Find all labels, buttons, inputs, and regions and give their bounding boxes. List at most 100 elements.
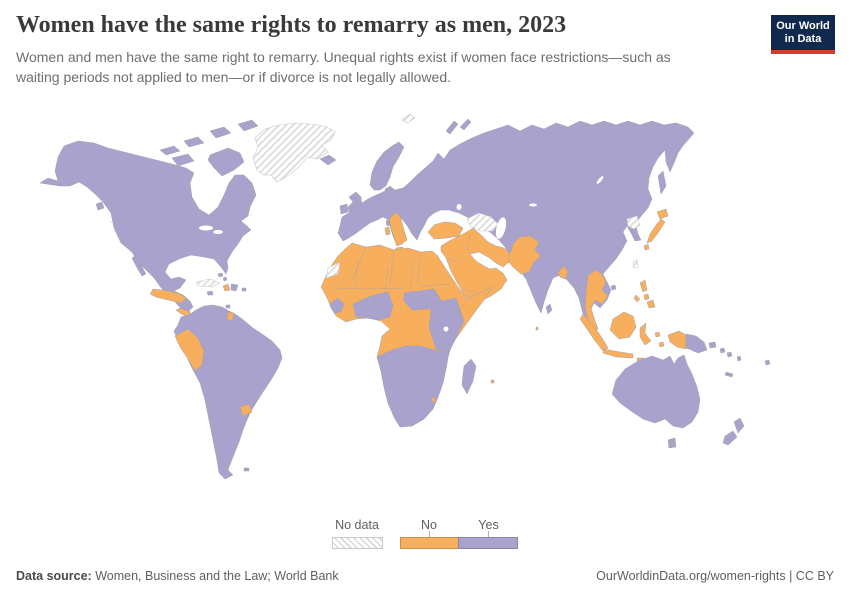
legend-no-label: No (421, 518, 437, 532)
map-region-cuba[interactable] (195, 278, 221, 288)
map-border-africa (416, 251, 422, 287)
map-region-bahamas[interactable] (217, 272, 224, 278)
map-region-sri-lanka[interactable] (545, 303, 553, 315)
legend-no-swatch[interactable] (400, 537, 459, 549)
map-region-maldives[interactable] (535, 326, 539, 331)
map-border-europe (349, 211, 363, 216)
map-region-solomon-islands[interactable] (719, 347, 726, 354)
map-region-baja-california[interactable] (131, 255, 147, 277)
map-region-liberia-sierra-leone[interactable] (329, 297, 345, 314)
map-region-philippines[interactable] (646, 299, 656, 309)
map-region-trinidad[interactable] (225, 304, 231, 309)
map-region-north-america[interactable] (39, 140, 257, 318)
map-region-new-zealand-south[interactable] (722, 430, 738, 446)
legend-yes-swatch[interactable] (458, 537, 518, 549)
map-region-bangladesh[interactable] (557, 265, 569, 280)
map-legend: No data No Yes (0, 518, 850, 554)
map-region-bahamas[interactable] (222, 276, 228, 282)
map-region-philippines[interactable] (633, 294, 641, 303)
footer-link[interactable]: OurWorldinData.org/women-rights | CC BY (596, 569, 834, 583)
map-border-west-africa (363, 299, 367, 318)
map-border-africa (409, 261, 414, 294)
owid-logo[interactable]: Our World in Data (771, 15, 835, 54)
map-region-arctic-island[interactable] (209, 126, 232, 139)
map-region-corsica[interactable] (385, 219, 391, 227)
map-region-scandinavia[interactable] (369, 141, 405, 191)
map-region-guatemala-honduras[interactable] (149, 288, 187, 304)
map-region-western-sahara[interactable] (325, 261, 341, 279)
map-border-us-canada (109, 221, 233, 231)
map-region-new-britain[interactable] (708, 341, 717, 349)
map-region-madagascar[interactable] (461, 358, 477, 395)
page-subtitle: Women and men have the same right to rem… (16, 48, 671, 85)
map-region-java[interactable] (602, 348, 634, 359)
map-region-vancouver-island[interactable] (95, 201, 105, 211)
map-region-sardinia[interactable] (384, 226, 391, 236)
map-region-haiti[interactable] (222, 283, 231, 292)
map-region-novaya-zemlya[interactable] (445, 120, 459, 135)
map-region-thailand-cambodia-malaysia[interactable] (584, 269, 609, 333)
owid-logo-line2: in Data (784, 33, 822, 45)
map-region-taiwan[interactable] (632, 259, 639, 269)
map-region-peru[interactable] (174, 328, 205, 372)
map-region-north-korea[interactable] (626, 215, 641, 230)
map-region-borneo[interactable] (609, 311, 637, 340)
map-region-turkey[interactable] (427, 221, 464, 240)
map-region-arctic-island[interactable] (237, 119, 259, 132)
map-lake-great-lakes (213, 230, 223, 234)
map-region-new-zealand-north[interactable] (733, 417, 745, 434)
map-region-papua-new-guinea[interactable] (685, 333, 708, 354)
map-region-japan-honshu[interactable] (646, 218, 666, 244)
map-region-jamaica[interactable] (206, 290, 214, 296)
map-border-middle-east (466, 232, 471, 252)
map-region-tasmania[interactable] (667, 437, 677, 449)
map-region-east-africa[interactable] (428, 297, 465, 353)
map-border-central-asia (501, 211, 533, 232)
map-region-new-caledonia[interactable] (724, 371, 734, 378)
map-region-mauritius[interactable] (490, 379, 495, 384)
map-region-ghana-nigeria[interactable] (352, 291, 394, 321)
map-region-dominican-republic[interactable] (230, 283, 239, 292)
map-region-italy[interactable] (388, 211, 408, 247)
map-region-victoria-island[interactable] (171, 153, 195, 167)
map-region-arctic-island[interactable] (183, 136, 205, 148)
map-region-west-papua[interactable] (667, 330, 687, 350)
map-border-africa (351, 246, 367, 282)
map-region-ireland[interactable] (339, 203, 349, 215)
map-region-afghanistan-pakistan[interactable] (507, 235, 542, 275)
map-border-south-america (245, 373, 252, 402)
map-region-suriname[interactable] (226, 311, 235, 322)
legend-no-data-swatch[interactable] (332, 537, 383, 549)
map-region-eswatini[interactable] (430, 396, 437, 403)
map-region-moluccas[interactable] (658, 341, 665, 348)
map-border-africa (354, 261, 359, 289)
map-region-philippines[interactable] (639, 279, 648, 293)
map-region-vanuatu[interactable] (736, 355, 742, 362)
map-region-baffin-island[interactable] (207, 147, 245, 177)
map-region-arctic-island[interactable] (159, 145, 181, 156)
map-region-novaya-zemlya[interactable] (459, 118, 472, 131)
map-region-solomon-islands[interactable] (726, 351, 733, 358)
map-region-australia[interactable] (611, 354, 701, 429)
map-region-iceland[interactable] (319, 154, 337, 166)
map-region-hainan[interactable] (610, 284, 617, 291)
map-region-middle-east[interactable] (440, 227, 511, 302)
page-title: Women have the same rights to remarry as… (16, 12, 567, 38)
map-region-uruguay[interactable] (239, 403, 253, 417)
map-region-southern-africa[interactable] (376, 345, 450, 428)
map-region-greenland[interactable] (252, 122, 336, 183)
map-border-myanmar-china (565, 255, 579, 283)
map-region-caucasus[interactable] (466, 212, 499, 232)
map-region-japan-hokkaido[interactable] (656, 208, 669, 220)
map-region-svalbard[interactable] (401, 113, 416, 124)
map-region-sulawesi[interactable] (639, 322, 652, 346)
map-border-europe (414, 202, 419, 220)
map-region-falkland-islands[interactable] (243, 467, 250, 472)
map-region-sakhalin[interactable] (657, 170, 667, 195)
map-region-japan-kyushu[interactable] (643, 243, 650, 251)
map-region-puerto-rico[interactable] (241, 287, 247, 292)
owid-logo-line1: Our World (776, 20, 830, 32)
map-region-fiji[interactable] (764, 359, 771, 366)
map-region-moluccas[interactable] (654, 331, 661, 338)
map-region-philippines[interactable] (643, 293, 650, 301)
